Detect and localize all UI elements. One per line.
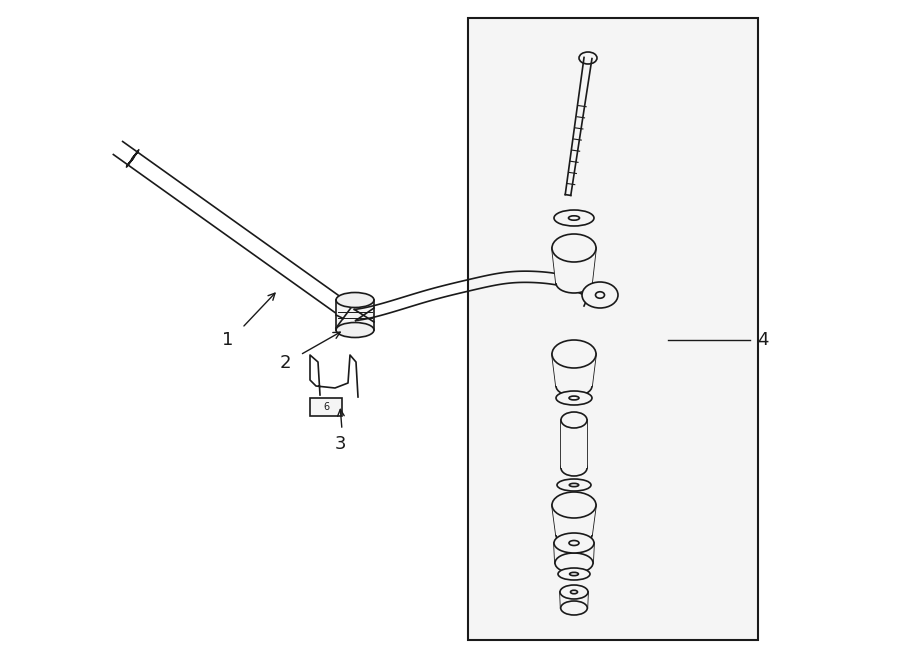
Ellipse shape: [579, 52, 597, 64]
Ellipse shape: [556, 391, 592, 405]
Ellipse shape: [561, 460, 587, 476]
Ellipse shape: [336, 293, 374, 307]
Ellipse shape: [556, 273, 592, 293]
Ellipse shape: [596, 292, 605, 298]
Ellipse shape: [556, 376, 592, 396]
Polygon shape: [560, 592, 588, 608]
Polygon shape: [552, 505, 596, 535]
Bar: [468, 18, 758, 640]
Ellipse shape: [555, 553, 593, 573]
Ellipse shape: [558, 568, 590, 580]
Polygon shape: [552, 248, 596, 283]
Text: 1: 1: [222, 331, 234, 349]
Ellipse shape: [571, 590, 578, 594]
Ellipse shape: [570, 483, 579, 486]
Text: 6: 6: [323, 402, 329, 412]
Ellipse shape: [557, 479, 591, 491]
Text: 2: 2: [279, 354, 291, 372]
Text: 4: 4: [757, 331, 769, 349]
Ellipse shape: [569, 541, 579, 545]
Ellipse shape: [554, 210, 594, 226]
Ellipse shape: [561, 601, 588, 615]
Ellipse shape: [570, 572, 579, 576]
Bar: [336, 300, 374, 330]
Ellipse shape: [569, 215, 580, 220]
Ellipse shape: [561, 412, 587, 428]
Ellipse shape: [552, 340, 596, 368]
Ellipse shape: [569, 396, 579, 400]
Ellipse shape: [582, 282, 618, 308]
Ellipse shape: [554, 533, 594, 553]
Polygon shape: [554, 543, 594, 563]
Ellipse shape: [560, 585, 588, 599]
Bar: [561, 420, 587, 468]
Ellipse shape: [552, 492, 596, 518]
Ellipse shape: [556, 525, 592, 545]
Text: 3: 3: [334, 435, 346, 453]
Ellipse shape: [336, 323, 374, 338]
Polygon shape: [552, 354, 596, 386]
Bar: [310, 398, 342, 416]
Ellipse shape: [552, 234, 596, 262]
